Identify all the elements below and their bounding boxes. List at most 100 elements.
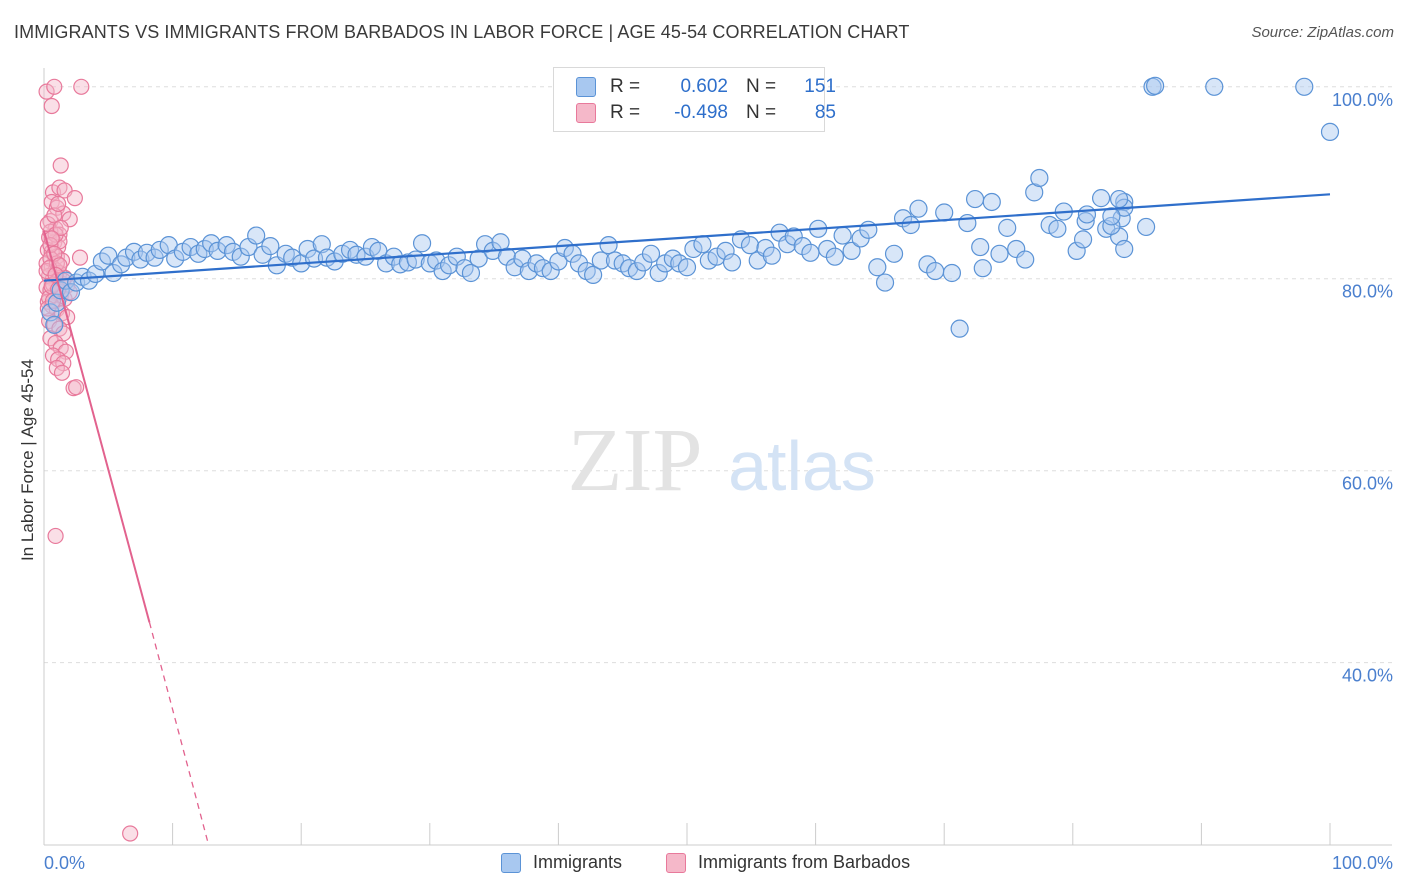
barbados-point <box>43 97 60 115</box>
axes <box>43 68 1392 846</box>
immigrants-point <box>722 253 742 272</box>
chart-source: Source: ZipAtlas.com <box>1251 24 1394 41</box>
immigrants-point <box>762 246 781 265</box>
immigrants-point <box>1077 205 1097 224</box>
immigrants-point <box>99 246 118 265</box>
immigrants-point <box>599 236 618 255</box>
legend-row-immigrants: R = 0.602 N = 151 <box>576 75 836 99</box>
immigrants-point <box>716 241 735 261</box>
barbados-points <box>38 78 139 842</box>
immigrants-point <box>412 234 432 253</box>
legend-swatch-immigrants <box>576 77 596 97</box>
immigrants-point <box>935 203 954 222</box>
immigrants-point <box>1073 230 1093 249</box>
chart-title: IMMIGRANTS VS IMMIGRANTS FROM BARBADOS I… <box>14 22 910 42</box>
immigrants-point <box>942 263 962 283</box>
immigrants-point <box>1115 239 1134 259</box>
immigrants-point <box>1091 189 1111 208</box>
immigrants-point <box>801 243 820 262</box>
watermark-atlas: atlas <box>728 427 876 505</box>
immigrants-point <box>1102 216 1121 236</box>
x-tick-label-min: 0.0% <box>44 853 85 873</box>
barbados-trend-extension <box>148 622 210 846</box>
immigrants-point <box>1109 189 1129 209</box>
barbados-point <box>52 219 69 236</box>
immigrants-point <box>298 239 317 259</box>
legend-n-value: 151 <box>804 76 836 97</box>
immigrants-point <box>649 263 668 283</box>
trend-lines <box>43 193 1331 846</box>
stats-legend: R = 0.602 N = 151 R = -0.498 N = 85 <box>553 67 836 132</box>
tick-labels: 40.0% 60.0% 80.0% 100.0% 0.0% 100.0% <box>44 90 1393 873</box>
bottom-legend-label-immigrants: Immigrants <box>533 852 623 872</box>
immigrants-point <box>1067 241 1086 261</box>
barbados-point <box>68 379 85 396</box>
legend-r-value: 0.602 <box>680 76 728 97</box>
immigrants-point <box>909 199 928 218</box>
immigrants-point <box>693 235 712 254</box>
immigrants-point <box>901 215 920 235</box>
immigrants-point <box>584 265 603 285</box>
immigrants-point <box>519 261 538 281</box>
immigrants-point <box>973 259 992 278</box>
y-tick-label: 100.0% <box>1332 90 1393 110</box>
immigrants-point <box>1025 183 1044 202</box>
barbados-point <box>52 157 69 174</box>
barbados-point <box>53 364 71 381</box>
immigrants-point <box>1102 207 1121 226</box>
immigrants-point <box>591 251 610 270</box>
legend-n-label: N = <box>746 76 777 97</box>
bottom-legend-swatch-barbados <box>666 852 686 873</box>
bottom-legend-immigrants: Immigrants <box>501 852 622 873</box>
immigrants-point <box>990 244 1009 263</box>
bottom-legend-swatch-immigrants <box>501 852 521 873</box>
grid-lines <box>44 86 1392 664</box>
immigrants-point <box>569 254 589 273</box>
immigrants-point <box>247 226 266 245</box>
immigrants-point <box>1320 122 1340 142</box>
immigrants-point <box>740 236 760 255</box>
immigrants-point <box>875 273 895 292</box>
immigrants-point <box>217 236 236 255</box>
barbados-trend-line <box>43 230 151 623</box>
barbados-point <box>51 257 68 274</box>
immigrants-point <box>1007 239 1026 259</box>
immigrants-point <box>825 247 844 266</box>
immigrants-point <box>1295 77 1314 96</box>
immigrants-point <box>283 248 302 267</box>
legend-row-barbados: R = -0.498 N = 85 <box>576 101 836 125</box>
immigrants-point <box>833 226 852 245</box>
immigrants-point <box>677 258 697 277</box>
immigrants-point <box>971 237 990 257</box>
immigrants-point <box>868 258 887 277</box>
immigrants-point <box>131 250 150 269</box>
immigrants-point <box>958 213 977 233</box>
immigrants-point <box>61 283 81 302</box>
bottom-legend-label-barbados: Immigrants from Barbados <box>698 852 911 872</box>
y-tick-label: 40.0% <box>1342 666 1393 686</box>
immigrants-point <box>261 237 280 256</box>
immigrants-point <box>541 261 560 281</box>
immigrants-point <box>818 239 837 259</box>
barbados-point <box>122 825 139 842</box>
barbados-point <box>50 195 67 212</box>
immigrants-point <box>965 189 985 209</box>
immigrants-point <box>150 240 169 260</box>
legend-n-value: 85 <box>814 102 836 123</box>
x-tick-label-max: 100.0% <box>1332 853 1393 873</box>
y-tick-label: 80.0% <box>1342 282 1393 302</box>
immigrants-point <box>45 315 64 334</box>
immigrants-point <box>998 218 1017 237</box>
immigrants-point <box>1030 168 1049 188</box>
immigrants-point <box>461 263 481 283</box>
y-tick-label: 60.0% <box>1342 474 1393 494</box>
immigrants-point <box>312 235 331 254</box>
immigrants-point <box>684 239 703 259</box>
legend-n-label: N = <box>746 102 777 123</box>
legend-swatch-barbados <box>576 103 596 123</box>
immigrants-point <box>1076 212 1095 231</box>
barbados-point <box>71 249 89 266</box>
legend-r-value: -0.498 <box>674 102 728 123</box>
immigrants-point <box>884 244 904 263</box>
